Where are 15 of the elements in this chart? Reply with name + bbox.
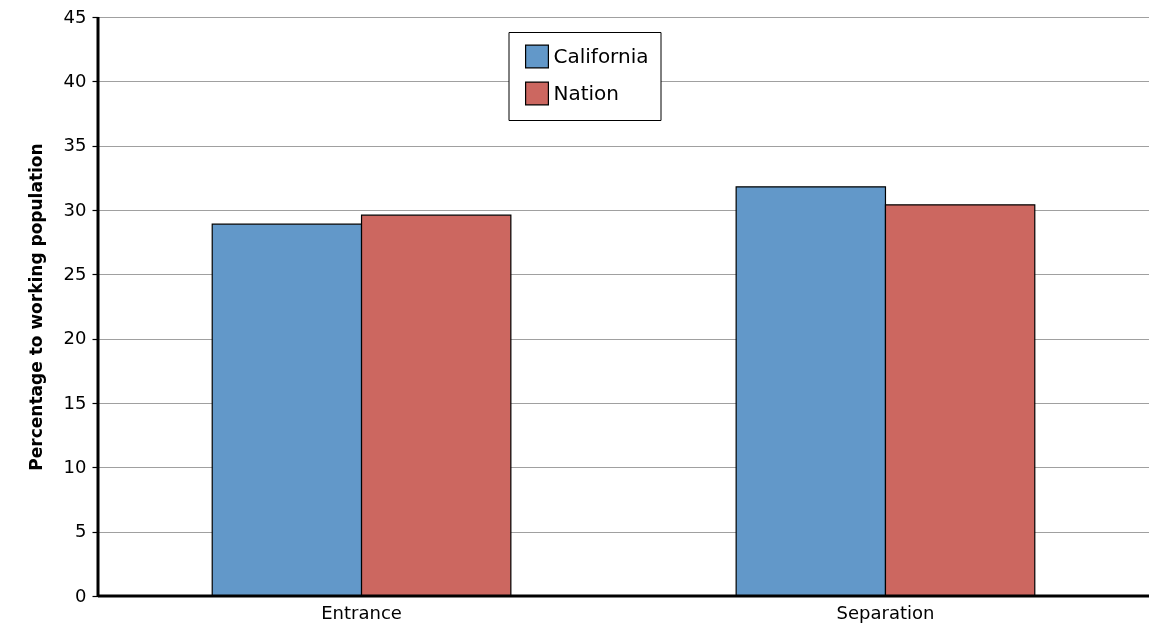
y-tick-label: 10 [63,455,87,477]
legend-label: Nation [553,80,620,105]
y-tick-label: 20 [63,327,87,349]
y-tick-label: 35 [63,134,87,156]
x-tick-label: Entrance [321,601,402,623]
legend-label: California [553,43,649,68]
y-tick-label: 0 [75,584,87,606]
y-axis-title: Percentage to working population [25,143,46,471]
y-tick-label: 45 [63,5,87,27]
y-tick-label: 5 [75,520,87,542]
y-tick-label: 25 [63,262,87,284]
y-tick-label: 30 [63,198,87,220]
x-tick-label: Separation [836,601,935,623]
y-tick-label: 15 [63,391,87,413]
y-tick-label: 40 [63,69,87,91]
